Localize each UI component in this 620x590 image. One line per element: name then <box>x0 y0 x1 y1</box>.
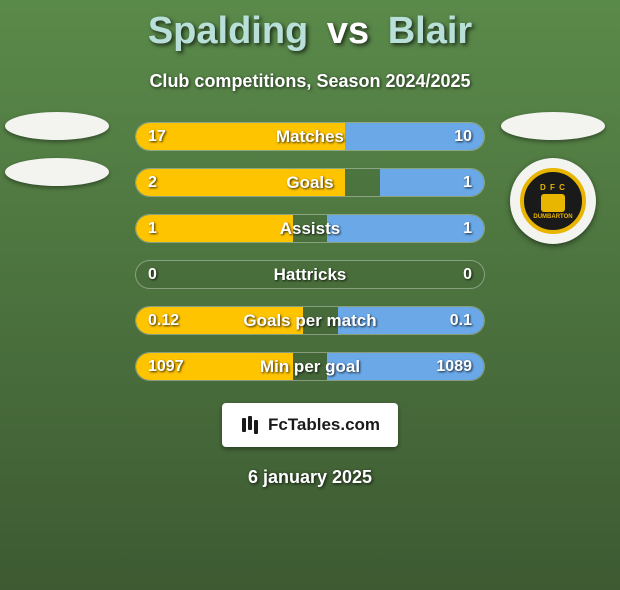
elephant-icon <box>541 194 565 212</box>
comparison-panel: D F C DUMBARTON 1710Matches 21Goals 11Assi… <box>0 122 620 381</box>
brand-badge[interactable]: FcTables.com <box>222 403 398 447</box>
footer-date: 6 january 2025 <box>0 467 620 488</box>
player1-name: Spalding <box>148 10 308 52</box>
stat-row: 11Assists <box>135 214 485 243</box>
player1-club-placeholder <box>5 158 109 186</box>
player2-club-crest: D F C DUMBARTON <box>510 158 596 244</box>
stats-bars: 1710Matches 21Goals 11Assists 00Hattricks 0.… <box>135 122 485 381</box>
stat-row: 10971089Min per goal <box>135 352 485 381</box>
stat-row: 1710Matches <box>135 122 485 151</box>
page-title: Spalding vs Blair <box>0 10 620 53</box>
bar-chart-icon <box>240 416 262 434</box>
stat-row: 21Goals <box>135 168 485 197</box>
stat-row: 00Hattricks <box>135 260 485 289</box>
stat-label: Goals per match <box>136 311 484 331</box>
stat-label: Goals <box>136 173 484 193</box>
player1-avatar-placeholder <box>5 112 109 140</box>
player1-badge-area <box>2 112 112 272</box>
stat-label: Matches <box>136 127 484 147</box>
stat-label: Hattricks <box>136 265 484 285</box>
player2-name: Blair <box>388 10 472 52</box>
player2-avatar-placeholder <box>501 112 605 140</box>
crest-top-text: D F C <box>540 183 566 192</box>
dumbarton-crest-icon: D F C DUMBARTON <box>520 168 586 234</box>
stat-label: Min per goal <box>136 357 484 377</box>
stat-row: 0.120.1Goals per match <box>135 306 485 335</box>
subtitle: Club competitions, Season 2024/2025 <box>0 71 620 92</box>
player2-badge-area: D F C DUMBARTON <box>498 112 608 272</box>
stat-label: Assists <box>136 219 484 239</box>
crest-bottom-text: DUMBARTON <box>533 214 572 220</box>
brand-text: FcTables.com <box>268 415 380 435</box>
vs-text: vs <box>327 10 369 52</box>
